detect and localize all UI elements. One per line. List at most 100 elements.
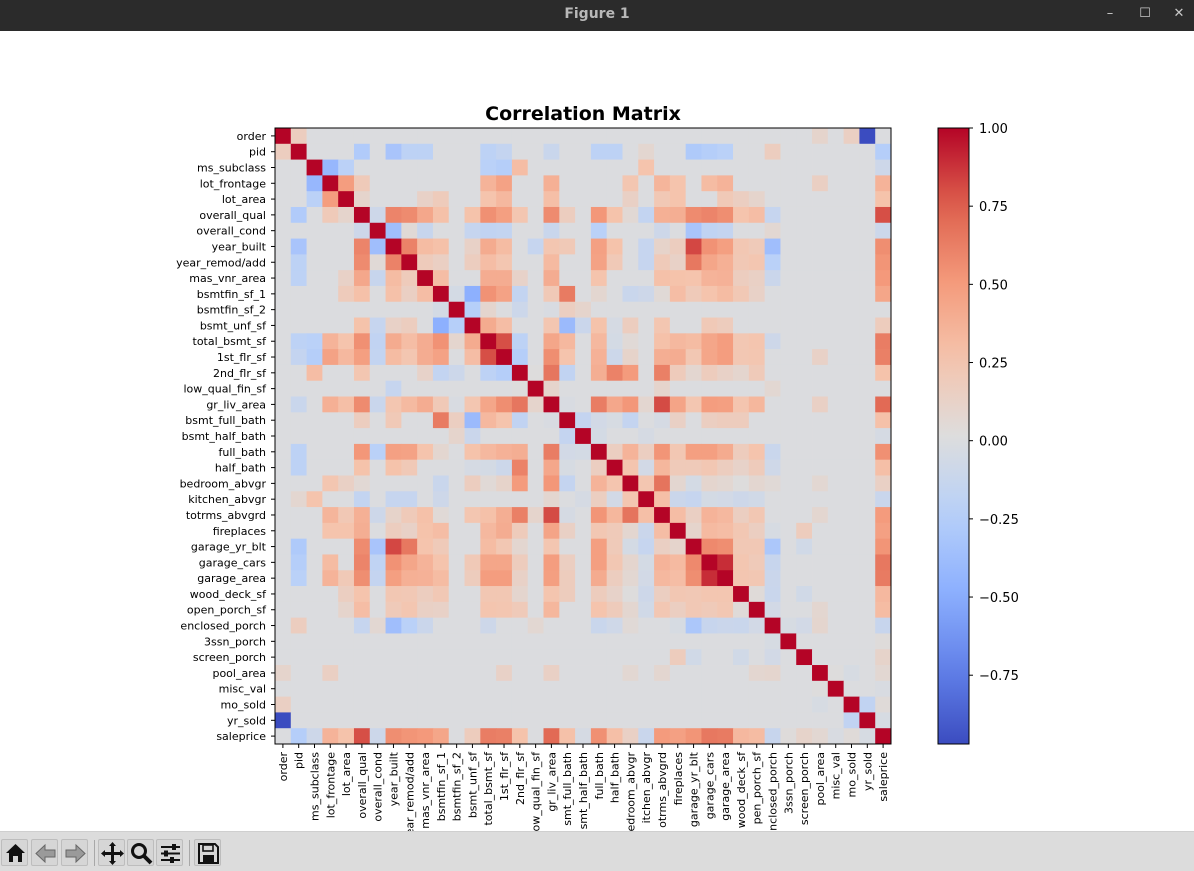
save-button[interactable] — [194, 839, 221, 866]
back-button[interactable] — [31, 839, 58, 866]
heatmap-cell — [812, 443, 829, 461]
heatmap-cell — [275, 649, 292, 666]
heatmap-cell — [338, 285, 355, 303]
minimize-button[interactable]: – — [1106, 6, 1114, 21]
heatmap-cell — [338, 538, 355, 555]
heatmap-cell — [622, 491, 639, 508]
heatmap-cell — [496, 601, 513, 619]
heatmap-cell — [748, 317, 766, 334]
heatmap-cell — [859, 586, 876, 603]
heatmap-cell — [875, 443, 892, 461]
y-tick-label: bedroom_abvgr — [180, 477, 267, 490]
heatmap-cell — [322, 412, 339, 429]
heatmap-cell — [480, 396, 497, 413]
x-tick-label: smt_full_bath — [561, 752, 574, 826]
heatmap-cell — [638, 728, 655, 745]
configure-subplots-button[interactable] — [156, 839, 183, 866]
heatmap-cell — [496, 649, 513, 666]
heatmap-cell — [432, 412, 450, 429]
x-tick-label: bsmtfin_sf_2 — [451, 752, 464, 821]
heatmap-cell — [306, 475, 323, 492]
heatmap-cell — [559, 712, 576, 729]
heatmap-cell — [322, 570, 339, 587]
heatmap-cell — [606, 633, 623, 650]
heatmap-cell — [606, 285, 623, 303]
heatmap-cell — [796, 538, 813, 555]
heatmap-cell — [685, 191, 702, 208]
heatmap-cell — [812, 412, 829, 429]
heatmap-cell — [290, 191, 307, 208]
heatmap-cell — [590, 459, 608, 476]
heatmap-cell — [701, 712, 718, 729]
heatmap-cell — [369, 428, 386, 445]
heatmap-cell — [859, 285, 876, 303]
heatmap-cell — [322, 206, 339, 224]
heatmap-cell — [353, 507, 371, 524]
heatmap-cell — [590, 222, 608, 239]
heatmap-cell — [353, 317, 371, 334]
maximize-button[interactable]: ☐ — [1139, 6, 1151, 21]
zoom-button[interactable] — [127, 839, 154, 866]
y-tick-labels: orderpidms_subclasslot_frontagelot_areao… — [176, 130, 275, 743]
heatmap-cell — [496, 349, 513, 366]
heatmap-cell — [875, 238, 892, 255]
heatmap-cell — [827, 396, 845, 413]
heatmap-cell — [669, 254, 687, 271]
heatmap-cell — [606, 665, 623, 682]
heatmap-cell — [290, 554, 307, 571]
heatmap-cell — [432, 507, 450, 524]
heatmap-cell — [464, 349, 481, 366]
heatmap-cell — [275, 712, 292, 729]
heatmap-cell — [669, 522, 687, 540]
heatmap-cell — [701, 428, 718, 445]
heatmap-cell — [717, 538, 734, 555]
heatmap-cell — [338, 443, 355, 461]
heatmap-cell — [812, 206, 829, 224]
heatmap-cell — [669, 396, 687, 413]
heatmap-cell — [590, 617, 608, 634]
heatmap-cell — [638, 475, 655, 492]
forward-button[interactable] — [61, 839, 88, 866]
heatmap-cell — [796, 349, 813, 366]
heatmap-cell — [306, 586, 323, 603]
heatmap-cell — [843, 554, 860, 571]
heatmap-cell — [590, 728, 608, 745]
heatmap-cell — [701, 475, 718, 492]
heatmap-cell — [654, 475, 671, 492]
heatmap-cell — [827, 538, 845, 555]
heatmap-cell — [480, 333, 497, 350]
heatmap-cell — [448, 570, 465, 587]
heatmap-cell — [827, 412, 845, 429]
heatmap-cell — [353, 364, 371, 382]
heatmap-cell — [511, 159, 529, 176]
colorbar-tick-label: 1.00 — [979, 122, 1008, 137]
heatmap-cell — [796, 586, 813, 603]
heatmap-cell — [385, 301, 402, 318]
heatmap-cell — [654, 333, 671, 350]
home-button[interactable] — [1, 839, 28, 866]
heatmap-cell — [527, 349, 544, 366]
heatmap-cell — [685, 586, 702, 603]
close-button[interactable]: ✕ — [1173, 6, 1185, 21]
heatmap-cell — [717, 586, 734, 603]
heatmap-cell — [654, 680, 671, 698]
pan-button[interactable] — [98, 839, 125, 866]
heatmap-cell — [480, 175, 497, 192]
heatmap-cell — [322, 191, 339, 208]
heatmap-cell — [780, 728, 797, 745]
heatmap-cell — [590, 554, 608, 571]
heatmap-cell — [543, 333, 560, 350]
y-tick-label: overall_qual — [199, 209, 266, 222]
heatmap-cell — [448, 191, 465, 208]
heatmap-cell — [638, 570, 655, 587]
heatmap-cell — [322, 728, 339, 745]
heatmap-cell — [496, 712, 513, 729]
heatmap-cell — [275, 522, 292, 540]
heatmap-cell — [306, 491, 323, 508]
heatmap-cell — [353, 270, 371, 287]
heatmap-cell — [417, 601, 434, 619]
heatmap-cell — [432, 206, 450, 224]
heatmap-cell — [290, 696, 307, 713]
heatmap-cell — [654, 507, 671, 524]
heatmap-cell — [306, 522, 323, 540]
